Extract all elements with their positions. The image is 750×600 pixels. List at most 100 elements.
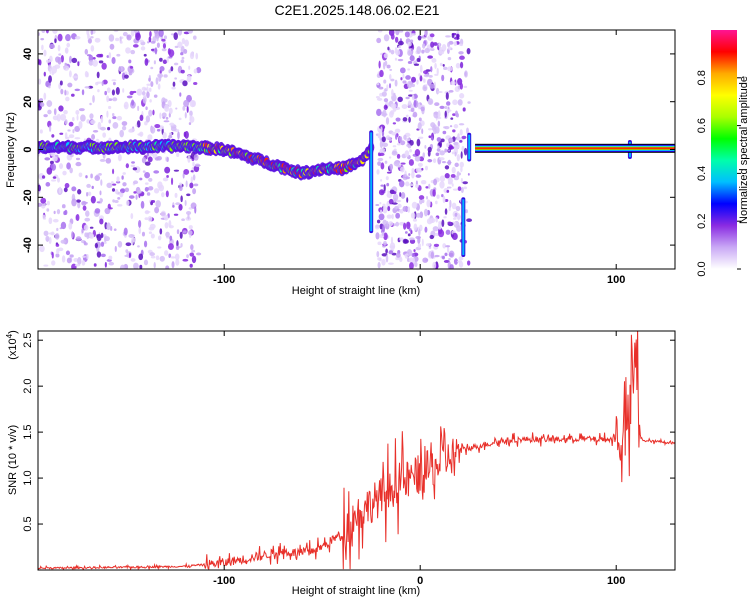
spectrogram-speckle — [41, 44, 44, 51]
spectrogram-speckle — [446, 161, 452, 164]
spectrogram-speckle — [452, 129, 456, 133]
spectrogram-speckle — [409, 257, 414, 264]
spectrogram-speckle — [94, 37, 101, 43]
spectrogram-speckle — [55, 243, 60, 247]
spectrogram-speckle — [44, 157, 51, 161]
spectrogram-speckle — [149, 252, 155, 257]
spectrogram-speckle — [382, 109, 387, 118]
spectrogram-speckle — [454, 151, 457, 157]
spectrogram-speckle — [408, 173, 411, 176]
spectrogram-speckle — [78, 172, 83, 178]
spectrogram-speckle — [456, 171, 460, 178]
spectrogram-speckle — [138, 227, 142, 234]
spectrogram-speckle — [387, 190, 390, 194]
spectrogram-speckle — [71, 93, 75, 97]
spectrogram-speckle — [159, 57, 163, 62]
spectrogram-speckle — [92, 129, 99, 133]
spectrogram-speckle — [86, 183, 91, 188]
spectrogram-speckle — [77, 257, 82, 265]
snr-ylabel: SNR (10 * v/v) — [7, 425, 19, 495]
spectrogram-speckle — [193, 165, 200, 173]
spectrogram-speckle — [170, 66, 174, 72]
spectrogram-speckle — [96, 251, 102, 258]
spectrogram-speckle — [463, 147, 468, 156]
spectrogram-speckle — [114, 245, 117, 253]
spectrogram-speckle — [169, 122, 175, 126]
spectrogram-speckle — [178, 203, 183, 211]
spectrogram-speckle — [141, 231, 146, 237]
spectrogram-speckle — [452, 217, 457, 220]
spectrogram-speckle — [86, 54, 92, 57]
spectrogram-speckle — [144, 121, 148, 126]
spectrogram-speckle — [189, 263, 193, 268]
spectrogram-speckle — [122, 31, 128, 37]
spectrogram-speckle — [437, 114, 440, 117]
spectrogram-speckle — [146, 91, 150, 99]
spectrogram-speckle — [467, 172, 470, 176]
spectrogram-speckle — [418, 136, 424, 139]
spectrogram-speckle — [163, 35, 168, 40]
spectrogram-speckle — [77, 201, 81, 209]
spectrogram-speckle — [447, 181, 453, 185]
spectrogram-speckle — [92, 59, 98, 67]
spectrogram-speckle — [183, 49, 188, 54]
spectrogram-speckle — [155, 77, 159, 85]
spectrogram-speckle — [461, 135, 467, 140]
spectrogram-speckle — [411, 168, 415, 174]
spectrogram-speckle — [376, 97, 383, 101]
spectrogram-speckle — [423, 73, 430, 78]
spectrogram-speckle — [57, 177, 60, 183]
carrier-band — [475, 147, 675, 150]
spectrogram-speckle — [188, 225, 193, 230]
spectrogram-speckle — [163, 214, 169, 221]
spectrogram-speckle — [51, 134, 55, 138]
spectrogram-speckle — [439, 175, 446, 182]
spectrogram-speckle — [107, 126, 111, 131]
spectrogram-speckle — [144, 58, 149, 66]
spectrogram-speckle — [64, 48, 69, 54]
spectrogram-speckle — [408, 94, 414, 97]
spectrogram-speckle — [125, 249, 129, 253]
spectrogram-speckle — [56, 248, 60, 255]
spectrogram-speckle — [195, 52, 199, 60]
spectrogram-speckle — [415, 174, 422, 178]
spectrogram-speckle — [409, 139, 414, 146]
spectrogram-speckle — [434, 62, 437, 69]
spectrogram-speckle — [155, 200, 161, 208]
spectrogram-speckle — [385, 254, 389, 263]
spectrogram-speckle — [412, 111, 418, 118]
spectrogram-speckle — [182, 172, 185, 179]
spectrogram-speckle — [419, 64, 423, 73]
spectrogram-speckle — [39, 102, 45, 107]
spectrogram-speckle — [65, 250, 71, 256]
spectrogram-speckle — [435, 217, 438, 223]
spectrogram-speckle — [194, 206, 197, 214]
spectrogram-speckle — [115, 180, 121, 184]
spectrogram-speckle — [394, 128, 401, 133]
spectrogram-speckle — [140, 200, 145, 209]
spectrogram-speckle — [142, 170, 146, 173]
spectrogram-speckle — [432, 189, 436, 197]
spectrogram-speckle — [50, 152, 55, 157]
colorbar-tick-label: 0.4 — [696, 166, 708, 181]
spectrogram-speckle — [407, 206, 411, 213]
spectrogram-speckle — [81, 89, 85, 96]
spectrogram-speckle — [377, 261, 381, 269]
snr-line-layer — [38, 331, 675, 570]
spectrogram-speckle — [150, 255, 156, 259]
spectrogram-speckle — [426, 218, 433, 225]
spectrogram-speckle — [121, 72, 126, 80]
spectrogram-speckle — [424, 226, 428, 233]
spectrogram-speckle — [444, 148, 448, 153]
spectrogram-speckle — [108, 105, 112, 110]
spectrogram-speckle — [51, 260, 56, 266]
spectrogram-speckle — [391, 131, 397, 136]
spectrogram-speckle — [441, 74, 445, 82]
spectrogram-speckle — [389, 74, 392, 80]
spectrogram-speckle — [164, 250, 169, 256]
spectrogram-speckle — [162, 59, 168, 65]
spectrogram-speckle — [391, 252, 397, 256]
spectrogram-speckle — [441, 255, 445, 260]
spectrogram-speckle — [64, 119, 68, 125]
